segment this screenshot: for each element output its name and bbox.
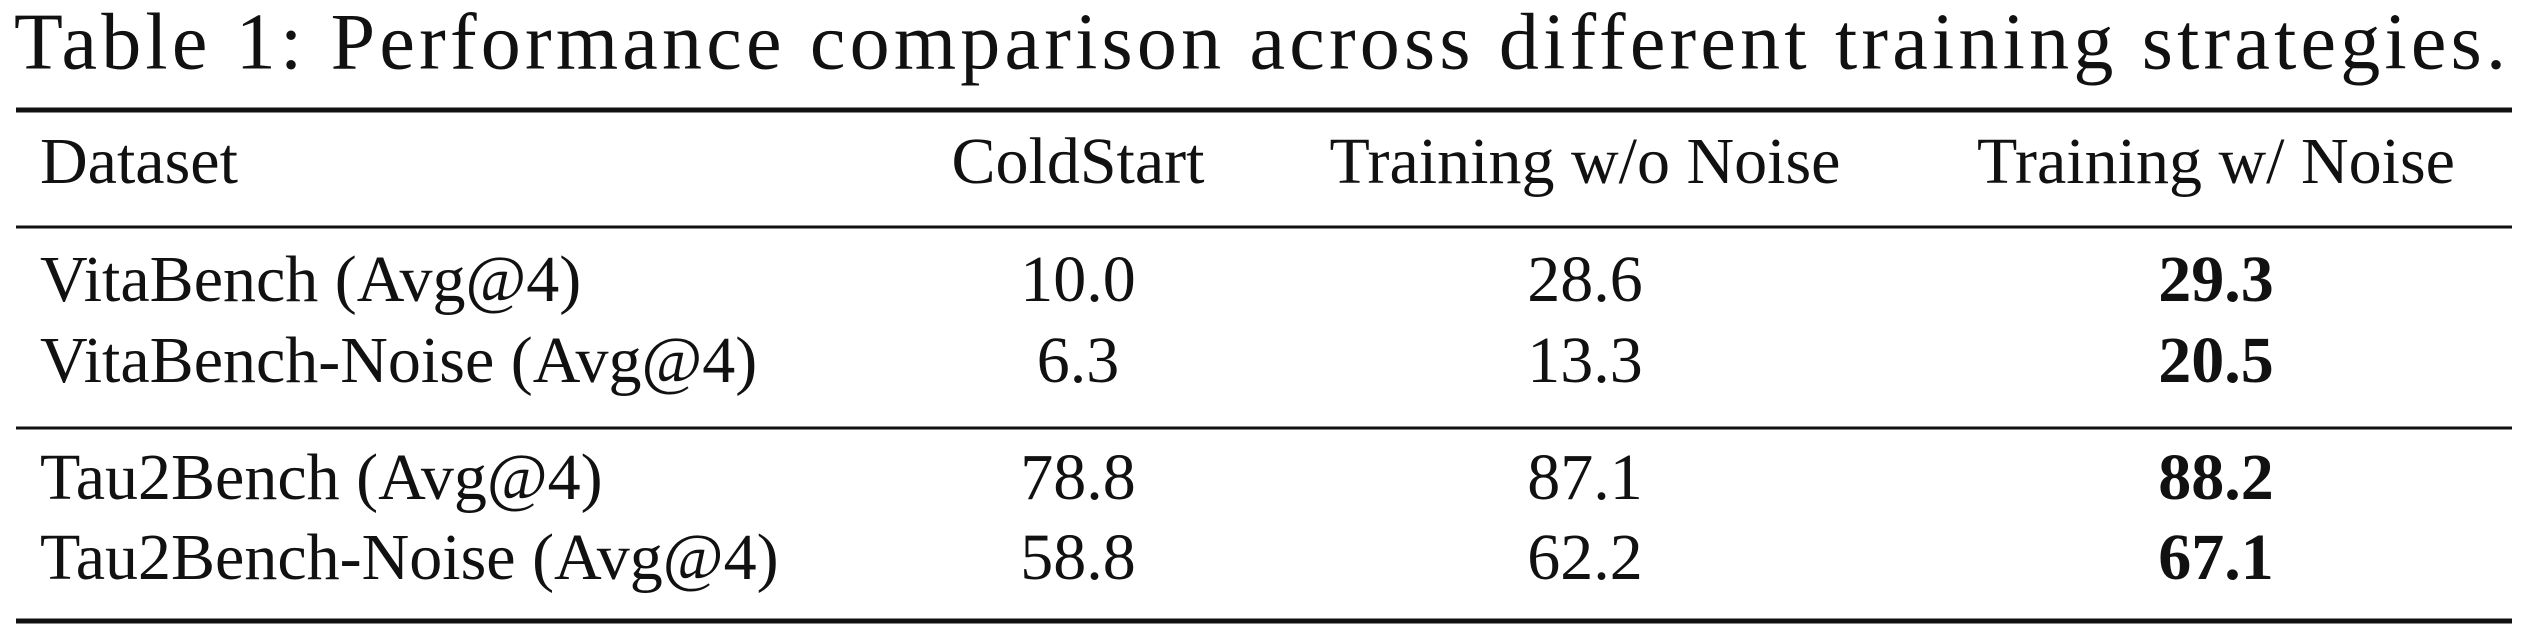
table-cell: 58.8 — [1020, 521, 1136, 594]
row-label: VitaBench (Avg@4) — [40, 243, 581, 316]
header-cell: Dataset — [40, 125, 238, 198]
table-cell: 67.1 — [2158, 521, 2274, 594]
table-cell: 20.5 — [2158, 324, 2274, 397]
table-cell: 13.3 — [1527, 324, 1643, 397]
table-cell: 29.3 — [2158, 243, 2274, 316]
row-label: Tau2Bench (Avg@4) — [40, 441, 603, 514]
table-cell: 62.2 — [1527, 521, 1643, 594]
table-cell: 6.3 — [1037, 324, 1120, 397]
header-cell: ColdStart — [951, 125, 1204, 198]
table-cell: 10.0 — [1020, 243, 1136, 316]
header-cell: Training w/ Noise — [1977, 125, 2455, 198]
table-cell: 78.8 — [1020, 441, 1136, 514]
table-caption: Table 1: Performance comparison across d… — [14, 0, 2506, 86]
row-label: Tau2Bench-Noise (Avg@4) — [40, 521, 779, 594]
table-cell: 87.1 — [1527, 441, 1643, 514]
row-label: VitaBench-Noise (Avg@4) — [40, 324, 757, 397]
header-cell: Training w/o Noise — [1330, 125, 1841, 198]
table-cell: 88.2 — [2158, 441, 2274, 514]
table-cell: 28.6 — [1527, 243, 1643, 316]
